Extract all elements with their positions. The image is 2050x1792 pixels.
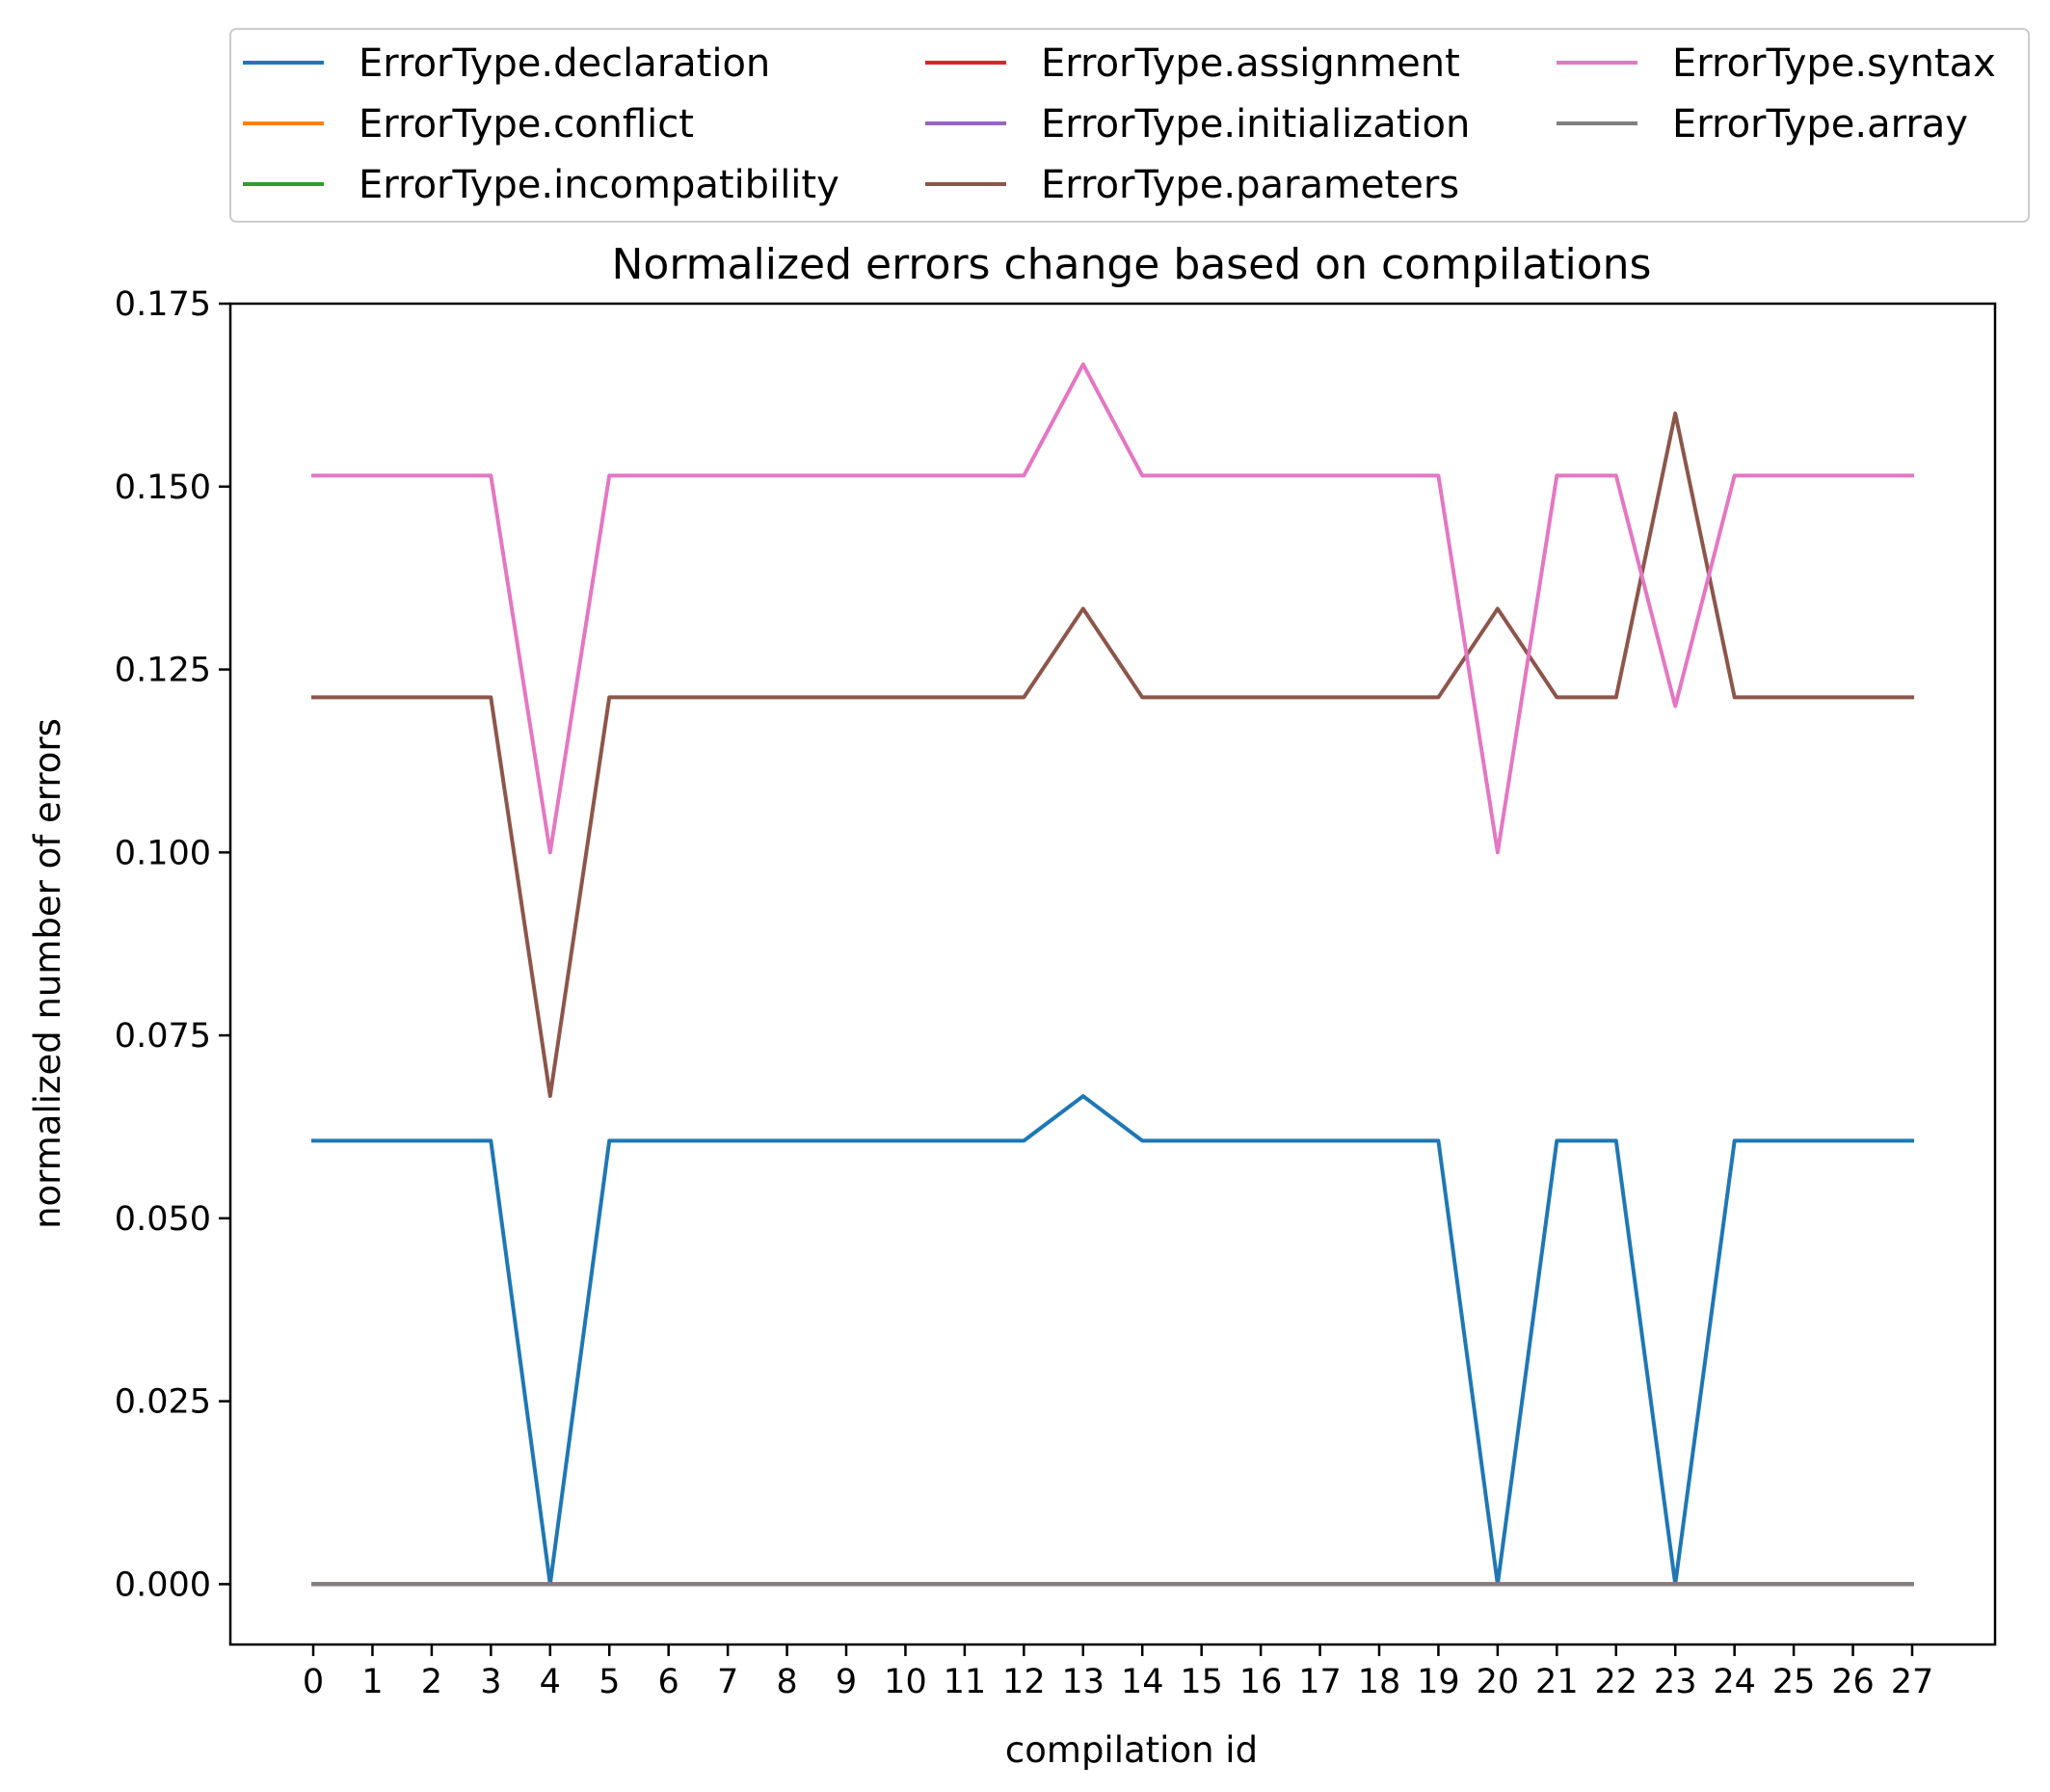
legend-label: ErrorType.parameters <box>1041 163 1459 207</box>
x-tick-label: 4 <box>540 1663 561 1701</box>
legend-item: ErrorType.conflict <box>243 102 694 147</box>
chart-title: Normalized errors change based on compil… <box>612 240 1652 289</box>
y-tick-label: 0.100 <box>115 834 211 872</box>
y-tick-label: 0.050 <box>115 1200 211 1239</box>
x-tick-label: 7 <box>717 1663 738 1701</box>
legend-label: ErrorType.assignment <box>1041 41 1460 86</box>
x-tick-label: 21 <box>1535 1663 1579 1701</box>
legend-label: ErrorType.syntax <box>1672 41 1996 86</box>
y-tick-label: 0.150 <box>115 468 211 507</box>
x-tick-label: 9 <box>836 1663 857 1701</box>
x-axis-label: compilation id <box>1005 1729 1258 1771</box>
legend-frame <box>229 28 2030 223</box>
series-lines <box>311 362 1914 1587</box>
x-tick-label: 0 <box>303 1663 324 1701</box>
x-tick-label: 16 <box>1239 1663 1283 1701</box>
series-line-declaration <box>311 1094 1914 1587</box>
x-tick-label: 3 <box>480 1663 501 1701</box>
legend: ErrorType.declaration ErrorType.conflict E… <box>229 28 2030 223</box>
legend-label: ErrorType.incompatibility <box>359 163 839 207</box>
x-tick-label: 14 <box>1121 1663 1164 1701</box>
series-line-syntax <box>311 362 1914 855</box>
x-tick-label: 27 <box>1891 1663 1934 1701</box>
x-tick-label: 12 <box>1002 1663 1046 1701</box>
x-tick-label: 10 <box>884 1663 927 1701</box>
y-axis-label: normalized number of errors <box>27 718 68 1229</box>
x-tick-label: 25 <box>1772 1663 1816 1701</box>
legend-item: ErrorType.incompatibility <box>243 163 839 207</box>
x-tick-label: 19 <box>1417 1663 1460 1701</box>
y-axis: 0.000 0.025 0.050 0.075 0.100 0.125 0.150 0.175 <box>115 285 230 1604</box>
plot-area: 0.000 0.025 0.050 0.075 0.100 0.125 0.150 0.175… <box>115 285 1997 1701</box>
legend-items: ErrorType.declaration ErrorType.conflict E… <box>243 41 1996 207</box>
x-tick-label: 8 <box>776 1663 797 1701</box>
x-tick-label: 18 <box>1358 1663 1401 1701</box>
x-axis: 0 1 2 3 4 5 6 7 8 9 10 11 12 13 14 15 16 17 18 19 20 21 22 23 24… <box>303 1645 1933 1701</box>
legend-item: ErrorType.declaration <box>243 41 770 86</box>
legend-item: ErrorType.initialization <box>925 102 1470 147</box>
x-tick-label: 11 <box>944 1663 987 1701</box>
x-tick-label: 17 <box>1298 1663 1342 1701</box>
legend-item: ErrorType.assignment <box>925 41 1460 86</box>
x-tick-label: 1 <box>361 1663 383 1701</box>
y-tick-label: 0.000 <box>115 1565 211 1604</box>
y-tick-label: 0.125 <box>115 652 211 690</box>
x-tick-label: 6 <box>658 1663 679 1701</box>
legend-item: ErrorType.syntax <box>1557 41 1996 86</box>
x-tick-label: 23 <box>1654 1663 1697 1701</box>
x-tick-label: 22 <box>1594 1663 1637 1701</box>
x-tick-label: 13 <box>1062 1663 1105 1701</box>
x-tick-label: 15 <box>1180 1663 1223 1701</box>
series-line-parameters <box>311 411 1914 1099</box>
y-tick-label: 0.175 <box>115 285 211 324</box>
y-tick-label: 0.075 <box>115 1017 211 1056</box>
legend-item: ErrorType.parameters <box>925 163 1459 207</box>
x-tick-label: 2 <box>421 1663 442 1701</box>
legend-label: ErrorType.declaration <box>359 41 770 86</box>
x-tick-label: 5 <box>599 1663 620 1701</box>
legend-item: ErrorType.array <box>1557 102 1968 147</box>
x-tick-label: 20 <box>1477 1663 1520 1701</box>
x-tick-label: 24 <box>1713 1663 1756 1701</box>
legend-label: ErrorType.conflict <box>359 102 694 147</box>
x-tick-label: 26 <box>1831 1663 1875 1701</box>
legend-label: ErrorType.initialization <box>1041 102 1470 147</box>
plot-frame <box>228 302 1997 1646</box>
legend-label: ErrorType.array <box>1672 102 1968 147</box>
y-tick-label: 0.025 <box>115 1383 211 1422</box>
